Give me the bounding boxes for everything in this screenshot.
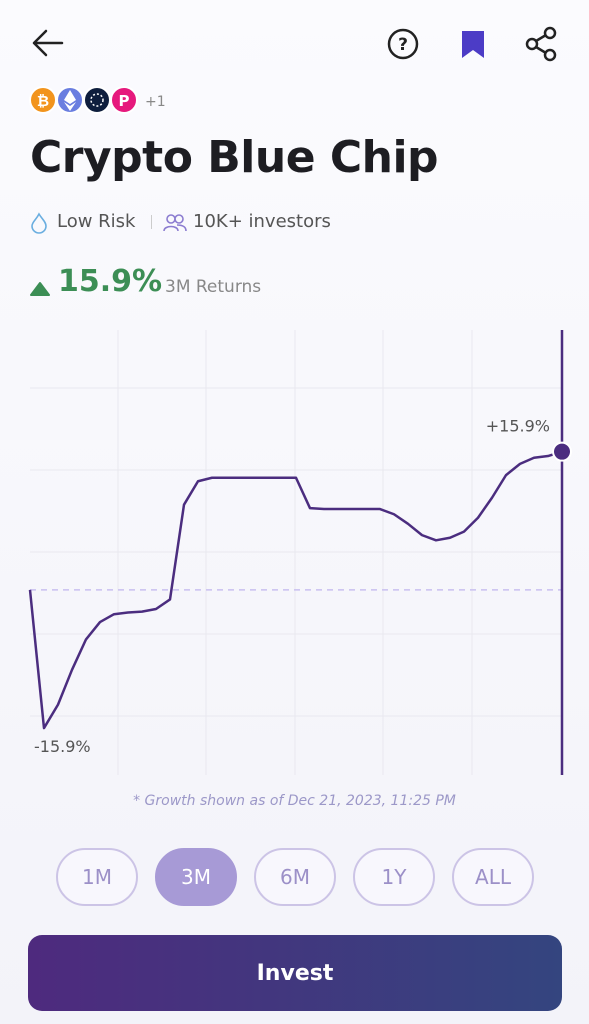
coin-icons: ₿ P xyxy=(29,86,138,114)
min-annotation: -15.9% xyxy=(34,737,91,756)
bookmark-button[interactable] xyxy=(462,31,484,58)
back-button[interactable] xyxy=(32,29,64,57)
svg-text:?: ? xyxy=(398,35,408,55)
coins-more: +1 xyxy=(145,94,166,110)
risk-icon xyxy=(31,212,47,234)
range-option[interactable]: 1M xyxy=(56,848,138,906)
line xyxy=(28,450,563,730)
investors-label: 10K+ investors xyxy=(193,211,331,232)
risk-label: Low Risk xyxy=(57,211,136,232)
range-option[interactable]: 6M xyxy=(254,848,336,906)
investors-icon xyxy=(163,214,187,232)
returns-period: 3M Returns xyxy=(165,277,262,297)
range-option[interactable]: ALL xyxy=(452,848,534,906)
max-annotation: +15.9% xyxy=(486,417,550,436)
svg-text:P: P xyxy=(119,92,130,110)
grid xyxy=(30,330,562,775)
range-option[interactable]: 1Y xyxy=(353,848,435,906)
divider xyxy=(151,215,152,229)
invest-button[interactable]: Invest xyxy=(28,935,562,1011)
end-point xyxy=(552,441,572,462)
title: Crypto Blue Chip xyxy=(30,132,439,183)
footnote: * Growth shown as of Dec 21, 2023, 11:25… xyxy=(133,793,456,809)
returns-value: 15.9% xyxy=(58,264,163,299)
help-button[interactable]: ? xyxy=(387,28,419,60)
svg-text:₿: ₿ xyxy=(37,92,49,110)
range-option[interactable]: 3M xyxy=(155,848,237,906)
up-icon xyxy=(30,282,50,296)
share-button[interactable] xyxy=(525,26,557,62)
top-bar: ? ₿ P +1 xyxy=(29,26,557,114)
